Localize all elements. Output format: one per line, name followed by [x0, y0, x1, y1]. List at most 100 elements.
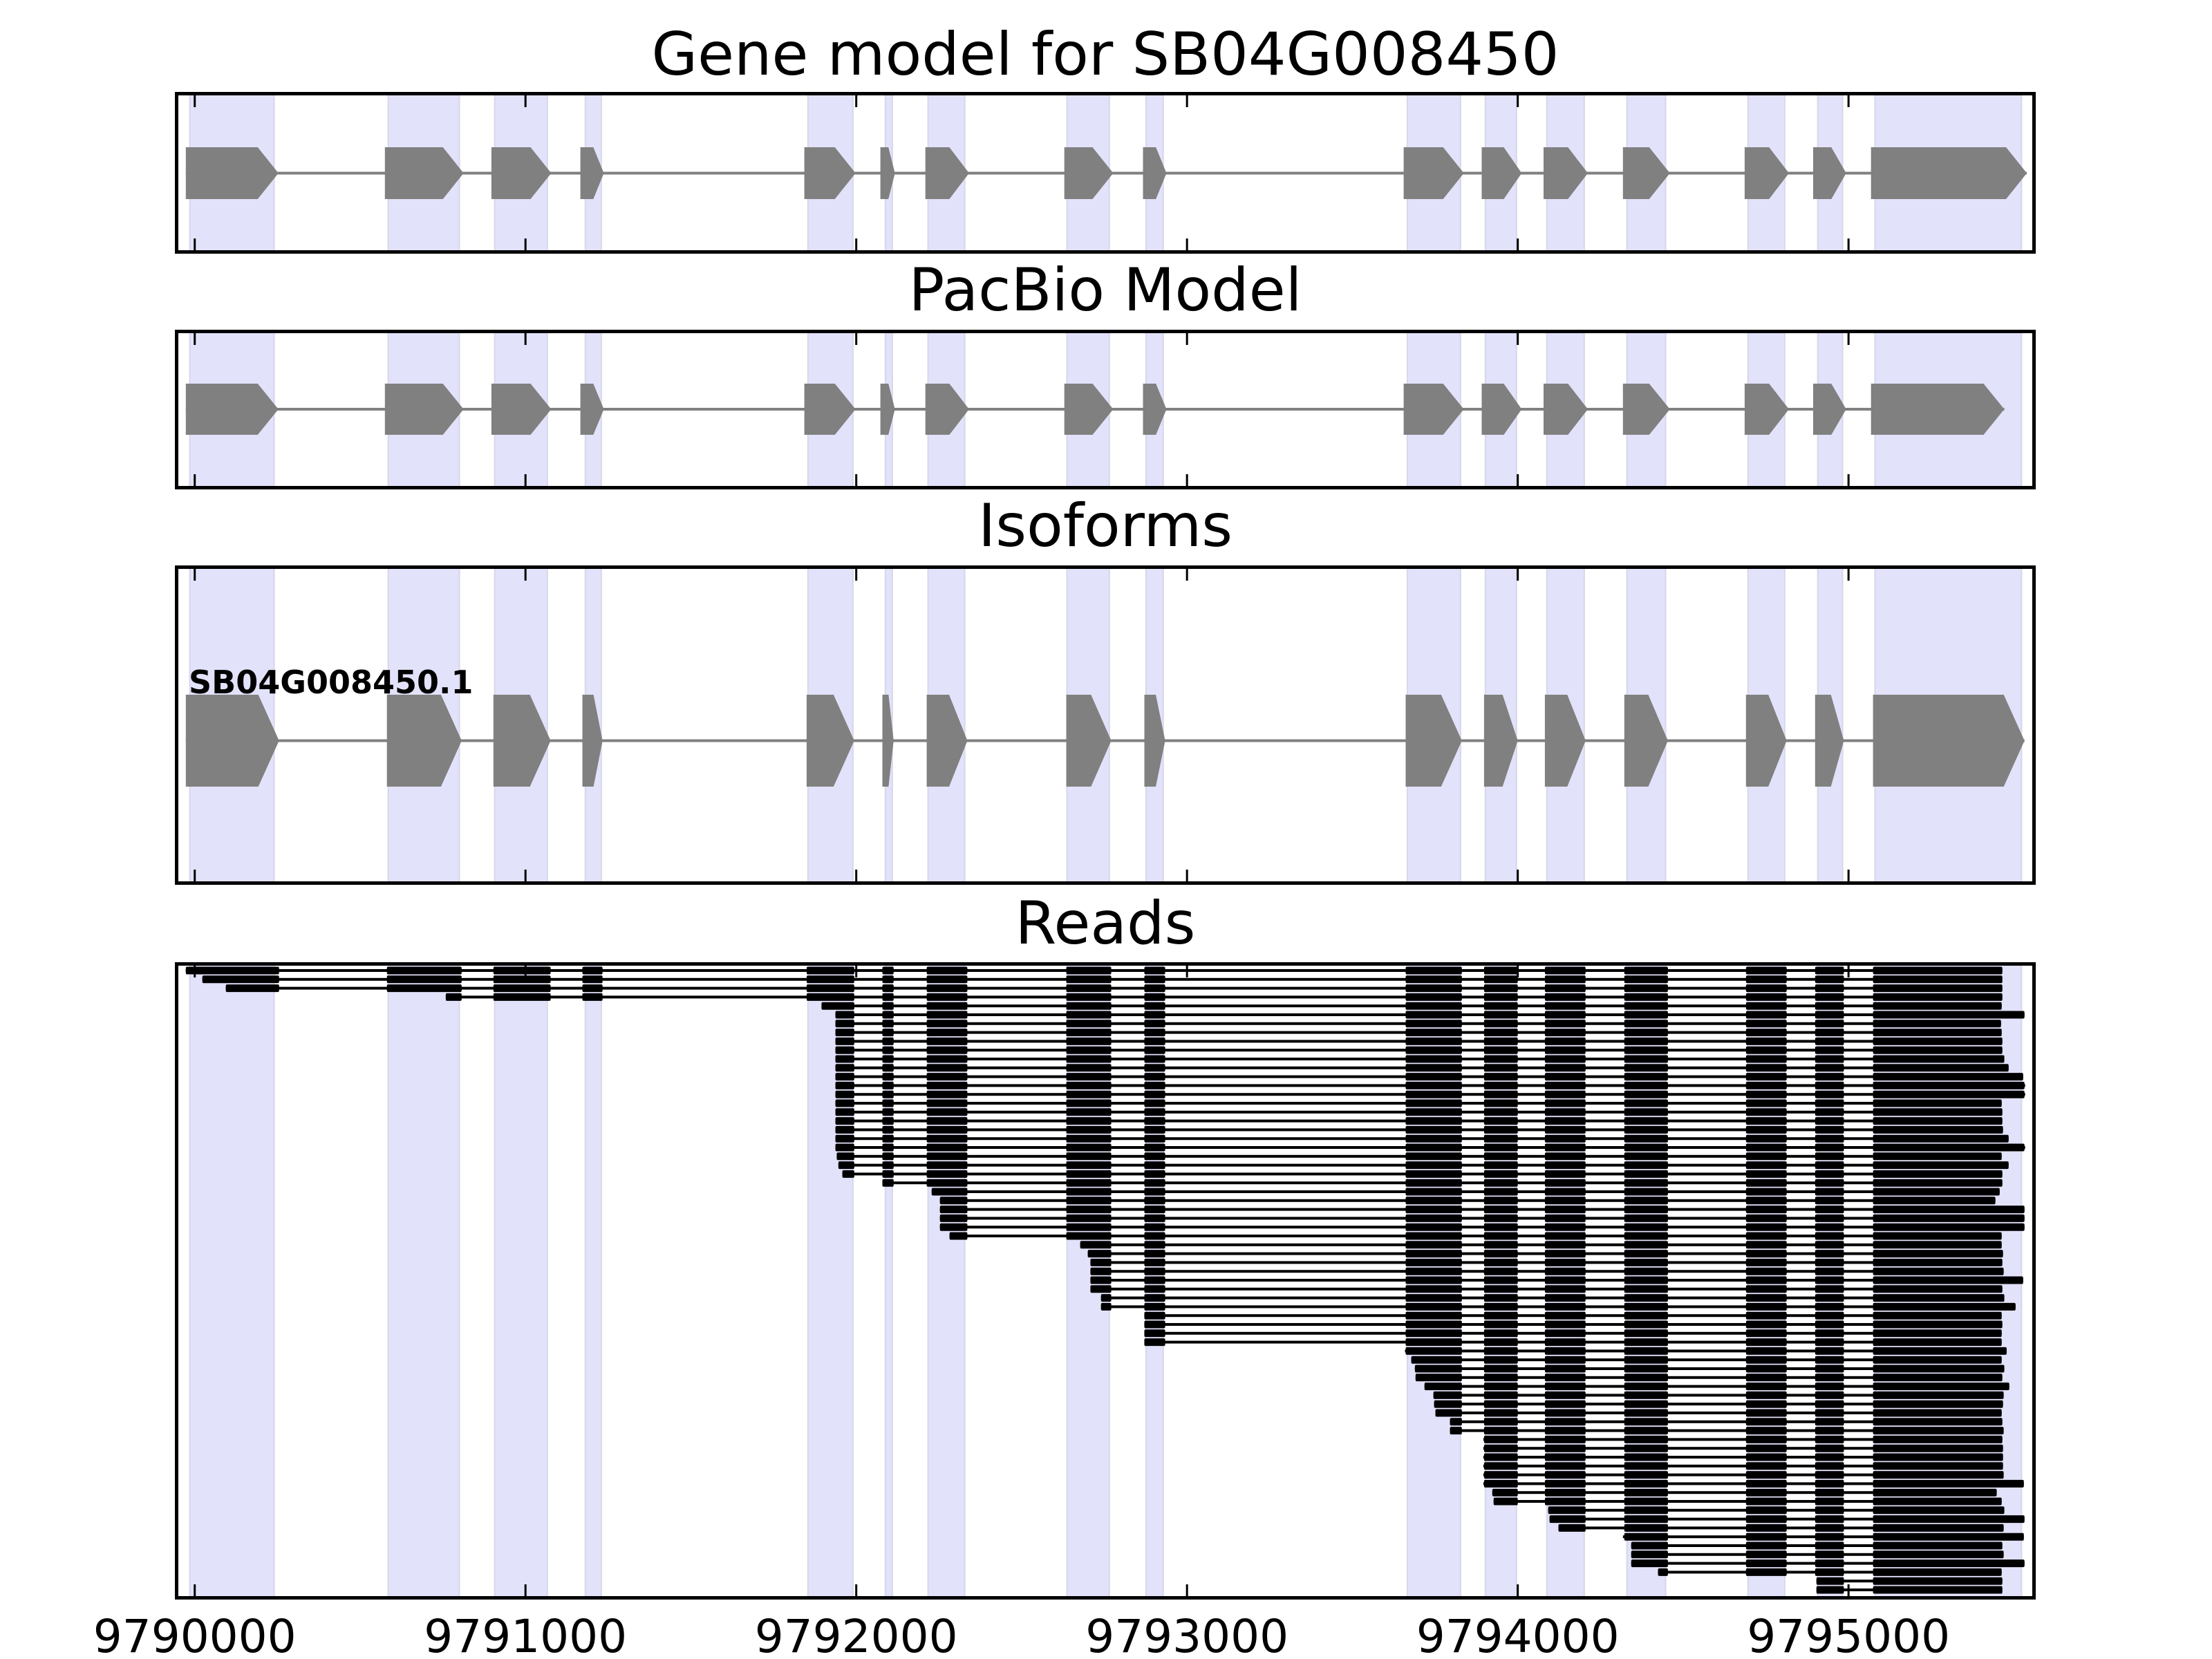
read-exon-block — [835, 1090, 854, 1098]
exon-arrow — [1544, 147, 1588, 199]
read-exon-block — [882, 1055, 894, 1063]
read-intron-line — [1433, 1394, 2004, 1397]
read-exon-block — [1066, 1055, 1112, 1063]
read-exon-block — [1483, 1108, 1518, 1116]
read-exon-block — [1745, 1382, 1787, 1391]
read-exon-block — [1544, 1267, 1586, 1275]
read-exon-block — [1873, 1311, 2002, 1320]
exon-band — [584, 963, 602, 1599]
read — [1483, 1471, 2004, 1479]
exon-arrow — [384, 384, 464, 435]
read-exon-block — [1066, 975, 1112, 984]
read-exon-block — [1483, 1134, 1518, 1143]
read-exon-block — [1873, 1329, 2002, 1338]
read-exon-block — [1544, 1285, 1586, 1293]
read-exon-block — [1066, 1161, 1112, 1170]
read-exon-block — [1483, 1311, 1518, 1320]
read-exon-block — [1544, 1418, 1586, 1426]
read-exon-block — [1544, 1011, 1586, 1019]
read-exon-block — [1745, 1046, 1787, 1054]
read-exon-block — [1544, 1409, 1586, 1417]
read-exon-block — [1815, 1055, 1844, 1063]
read-exon-block — [1544, 1338, 1586, 1347]
read-exon-block — [1405, 1108, 1462, 1116]
read-exon-block — [1405, 1064, 1462, 1072]
read-exon-block — [882, 993, 894, 1001]
read-exon-block — [1873, 1117, 2003, 1125]
read-exon-block — [1873, 1206, 2025, 1214]
read-exon-block — [1745, 1134, 1787, 1143]
read-exon-block — [1815, 1550, 1844, 1559]
read-exon-block — [1144, 1241, 1165, 1249]
read-exon-block — [1144, 1188, 1165, 1196]
read-exon-block — [1544, 1161, 1586, 1170]
read — [1483, 1444, 2003, 1452]
read-exon-block — [1873, 1409, 2002, 1417]
read-exon-block — [1624, 1294, 1668, 1302]
read-exon-block — [1624, 1170, 1668, 1178]
title-pacbio-model: PacBio Model — [908, 256, 1302, 325]
read-exon-block — [1745, 1020, 1787, 1028]
read-exon-block — [1483, 1223, 1518, 1231]
exon-arrow — [804, 384, 856, 435]
read-exon-block — [821, 1002, 854, 1010]
read-exon-block — [1405, 975, 1462, 984]
exon-arrow — [804, 147, 856, 199]
read-exon-block — [882, 1143, 894, 1152]
read-intron-line — [1483, 1473, 2004, 1477]
exon-arrow — [1064, 384, 1114, 435]
read-exon-block — [1745, 1497, 1787, 1506]
read-intron-line — [1492, 1491, 1997, 1494]
read-exon-block — [1414, 1365, 1462, 1373]
read — [931, 1188, 2000, 1196]
read-exon-block — [1873, 1586, 2003, 1594]
read-exon-block — [882, 1064, 894, 1072]
read-exon-block — [1483, 1170, 1518, 1178]
read — [835, 1108, 2003, 1116]
read-exon-block — [1815, 1029, 1844, 1037]
panel-pacbio-model — [175, 330, 2036, 489]
read-exon-block — [1873, 1347, 2007, 1355]
read-exon-block — [1066, 1214, 1112, 1222]
read-exon-block — [1745, 1365, 1787, 1373]
read — [1087, 1250, 2003, 1258]
read-exon-block — [926, 1179, 968, 1187]
read-exon-block — [1144, 1081, 1165, 1089]
read-exon-block — [1483, 1161, 1518, 1170]
read-exon-block — [1624, 1011, 1668, 1019]
read-exon-block — [1405, 1099, 1462, 1107]
read — [835, 1099, 2002, 1107]
read-exon-block — [1745, 1152, 1787, 1161]
read-exon-block — [1144, 1294, 1165, 1302]
read-exon-block — [1873, 1382, 2009, 1391]
read-exon-block — [1624, 1081, 1668, 1089]
read — [1080, 1241, 2002, 1249]
read-exon-block — [835, 1020, 854, 1028]
read-exon-block — [882, 975, 894, 984]
read — [1622, 1533, 2024, 1541]
read-exon-block — [1745, 1223, 1787, 1231]
exon-band — [387, 963, 460, 1599]
read-exon-block — [882, 1029, 894, 1037]
read-exon-block — [1405, 1188, 1462, 1196]
read-exon-block — [1080, 1241, 1112, 1249]
read-exon-block — [1815, 1046, 1844, 1054]
read-exon-block — [1144, 1037, 1165, 1045]
read — [1433, 1391, 2004, 1399]
read-exon-block — [1873, 1479, 2024, 1488]
read-exon-block — [1745, 1541, 1787, 1550]
read — [1483, 1462, 2003, 1470]
read-exon-block — [1483, 1418, 1518, 1426]
read-exon-block — [1544, 1462, 1586, 1470]
read-exon-block — [1424, 1382, 1462, 1391]
panel-frame — [175, 92, 2036, 254]
exon-arrow — [1403, 147, 1464, 199]
exon-arrow — [580, 147, 604, 199]
read-exon-block — [1624, 1285, 1668, 1293]
read — [1144, 1320, 2003, 1329]
read-exon-block — [1815, 1559, 1844, 1568]
panel-frame — [175, 962, 2036, 1600]
read-exon-block — [926, 1170, 968, 1178]
read-exon-block — [1873, 1400, 2003, 1408]
read-exon-block — [1873, 1011, 2025, 1019]
